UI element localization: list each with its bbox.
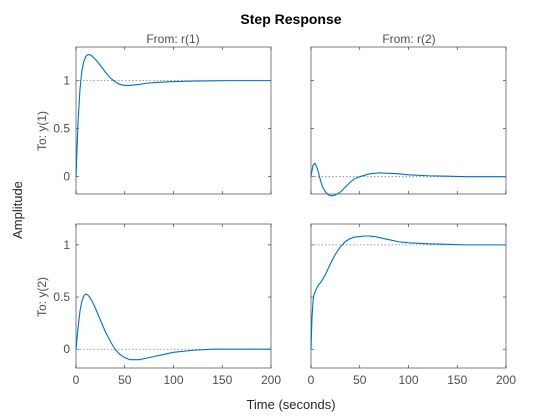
x-tick-label-r2c1: 200: [261, 373, 281, 387]
x-tick-label-r2c2: 150: [447, 373, 467, 387]
y-tick-label-r2c1: 0: [63, 342, 70, 356]
row-title-2: To: y(2): [35, 277, 49, 317]
y-tick-label-r2c1: 0.5: [53, 290, 70, 304]
x-axis-label: Time (seconds): [246, 397, 335, 412]
row-title-1: To: y(1): [35, 111, 49, 151]
y-axis-label: Amplitude: [10, 181, 25, 239]
x-tick-label-r2c1: 0: [73, 373, 80, 387]
response-line-r1c2: [310, 162, 506, 197]
y-tick-label-r1c1: 1: [63, 74, 70, 88]
response-line-r1c1: [75, 54, 271, 177]
column-title-1: From: r(1): [146, 32, 199, 46]
x-tick-label-r2c1: 100: [163, 373, 183, 387]
y-tick-label-r1c1: 0: [63, 170, 70, 184]
axes-frame-r2c2: [310, 223, 507, 369]
axes-frame-r2c1: [75, 223, 272, 369]
x-tick-label-r2c1: 150: [212, 373, 232, 387]
x-tick-label-r2c2: 100: [398, 373, 418, 387]
x-tick-label-r2c2: 0: [308, 373, 315, 387]
chart-title: Step Response: [240, 11, 341, 27]
y-tick-label-r2c1: 1: [63, 238, 70, 252]
x-tick-label-r2c2: 50: [353, 373, 367, 387]
x-tick-label-r2c1: 50: [118, 373, 132, 387]
response-line-r2c2: [310, 235, 506, 350]
response-line-r2c1: [75, 293, 271, 361]
column-title-2: From: r(2): [382, 32, 435, 46]
x-tick-label-r2c2: 200: [496, 373, 516, 387]
axes-frame-r1c2: [310, 46, 507, 195]
y-tick-label-r1c1: 0.5: [53, 122, 70, 136]
axes-frame-r1c1: [75, 46, 272, 195]
